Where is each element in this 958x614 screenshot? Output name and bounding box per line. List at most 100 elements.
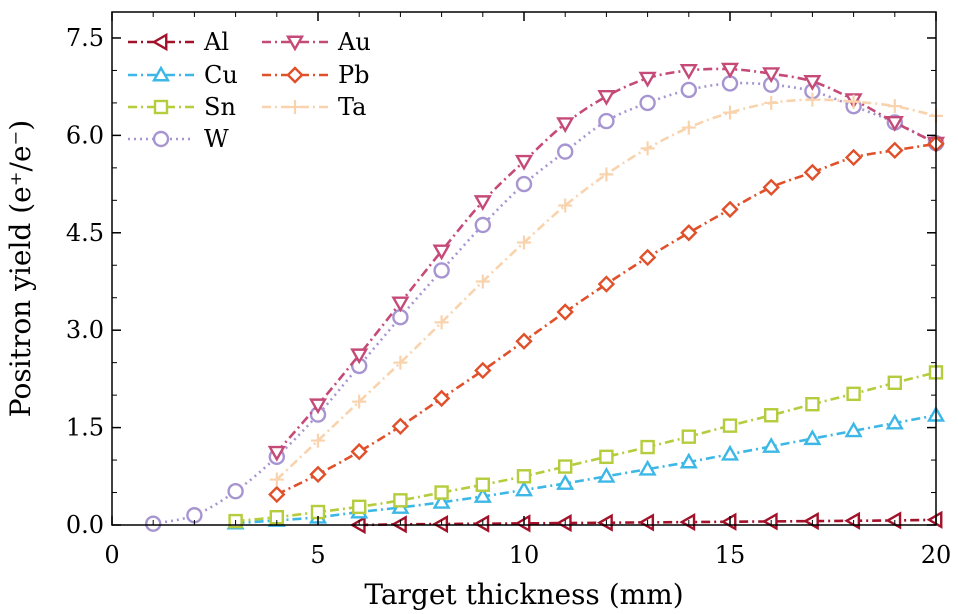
y-tick-label: 0.0	[66, 511, 104, 539]
data-point-au	[432, 244, 451, 261]
data-point-sn	[805, 397, 820, 412]
data-point-ta	[846, 94, 861, 109]
data-point-pb	[680, 224, 698, 242]
data-point-au	[638, 71, 657, 88]
series-line-au	[275, 67, 937, 454]
data-point-au	[720, 62, 740, 79]
legend-marker-sn	[153, 99, 169, 115]
legend-label-al: Al	[203, 28, 229, 56]
y-tick-label: 1.5	[66, 414, 104, 442]
data-point-w	[598, 112, 615, 130]
data-point-al	[596, 513, 613, 532]
data-point-al	[638, 513, 655, 532]
data-point-ta	[640, 141, 655, 156]
series-line-ta	[275, 98, 937, 481]
data-point-cu	[597, 466, 616, 483]
x-tick-label: 0	[104, 541, 119, 569]
data-point-cu	[679, 452, 698, 469]
y-axis-label: Positron yield (e⁺/e⁻)	[4, 120, 37, 417]
data-point-cu	[803, 429, 822, 446]
series-layer	[144, 62, 946, 535]
data-point-au	[473, 195, 492, 212]
data-point-sn	[434, 485, 449, 500]
data-point-au	[391, 296, 410, 313]
data-point-pb	[268, 485, 286, 504]
data-point-cu	[514, 480, 534, 497]
legend: Al Au Cu Pb Sn Ta W	[128, 28, 371, 153]
data-point-pb	[762, 178, 780, 197]
data-point-ta	[723, 105, 737, 120]
data-point-pb	[556, 303, 574, 321]
y-tick-label: 4.5	[66, 219, 104, 247]
data-point-ta	[393, 355, 408, 370]
data-point-pb	[309, 465, 327, 484]
data-point-au	[556, 117, 575, 134]
data-point-pb	[721, 200, 739, 219]
data-point-ta	[434, 315, 449, 330]
data-point-au	[514, 154, 534, 171]
data-point-cu	[844, 421, 863, 438]
data-point-w	[227, 483, 244, 500]
data-point-pb	[515, 332, 533, 350]
data-point-sn	[558, 459, 573, 474]
data-point-sn	[352, 499, 367, 515]
data-point-sn	[640, 439, 655, 455]
data-point-au	[679, 63, 698, 80]
data-point-pb	[597, 275, 616, 293]
data-point-al	[514, 514, 531, 533]
data-point-al	[720, 512, 737, 531]
legend-marker-w	[152, 130, 170, 148]
data-point-au	[350, 348, 369, 365]
data-point-sn	[846, 386, 861, 402]
legend-item-al: Al	[128, 28, 229, 56]
legend-item-sn: Sn	[128, 93, 236, 121]
data-point-al	[926, 510, 943, 529]
legend-item-au: Au	[262, 28, 371, 56]
data-point-ta	[352, 394, 367, 409]
series-pb	[268, 135, 945, 504]
data-point-ta	[517, 235, 531, 250]
data-point-al	[885, 511, 902, 530]
x-tick-label: 5	[310, 541, 325, 569]
legend-marker-al	[151, 32, 168, 52]
data-point-ta	[558, 198, 573, 213]
x-axis-label: Target thickness (mm)	[364, 578, 683, 611]
data-point-al	[555, 513, 572, 533]
data-point-sn	[516, 469, 532, 484]
data-point-ta	[887, 99, 902, 114]
data-point-pb	[638, 248, 657, 267]
data-point-w	[557, 143, 574, 160]
data-point-au	[308, 398, 328, 415]
x-tick-label: 20	[921, 541, 952, 569]
legend-label-au: Au	[337, 28, 371, 56]
data-point-cu	[885, 413, 904, 430]
axes: 0 5 10 15 20 0.0 1.5 3.0 4.5 6.0 7.5 Target thickne…	[4, 12, 951, 611]
x-tick-label: 10	[509, 541, 540, 569]
data-point-sn	[475, 477, 490, 492]
data-point-cu	[432, 492, 451, 509]
data-point-w	[474, 216, 491, 234]
legend-label-ta: Ta	[338, 93, 366, 121]
legend-marker-au	[285, 35, 305, 52]
x-tick-label: 15	[715, 541, 746, 569]
data-point-w	[515, 175, 533, 193]
data-point-al	[802, 512, 819, 531]
data-point-au	[597, 89, 616, 106]
data-point-au	[267, 445, 286, 462]
data-point-ta	[599, 167, 614, 182]
y-tick-label: 3.0	[66, 316, 104, 344]
legend-item-ta: Ta	[262, 93, 366, 121]
data-point-pb	[391, 417, 410, 435]
data-point-sn	[764, 408, 779, 423]
data-point-au	[803, 75, 822, 91]
legend-label-cu: Cu	[204, 61, 238, 89]
data-point-pb	[886, 141, 904, 160]
data-point-sn	[393, 493, 408, 508]
data-point-cu	[720, 444, 740, 461]
data-point-pb	[844, 148, 863, 167]
data-point-w	[639, 94, 656, 112]
legend-marker-cu	[151, 65, 171, 82]
data-point-sn	[599, 449, 614, 465]
